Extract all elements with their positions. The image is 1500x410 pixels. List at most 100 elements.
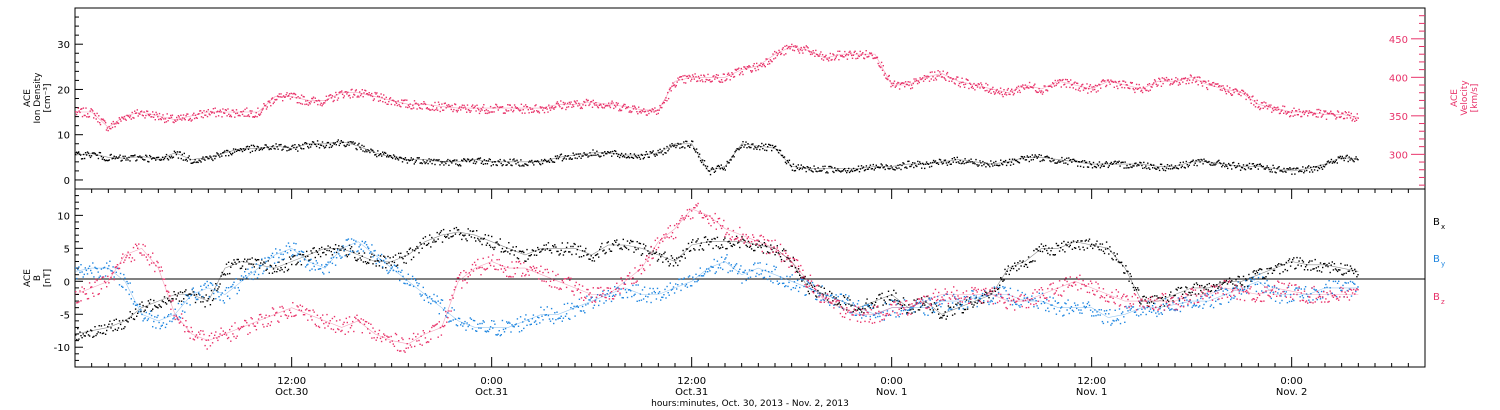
bx-series-point [497,243,499,245]
by-series-point [421,294,423,296]
bx-series-point [689,249,692,252]
by-series-point [154,316,156,318]
by-series-point [148,313,151,315]
velocity-series-point [917,80,920,82]
velocity-series-point [503,112,505,114]
bx-series-point [205,294,207,296]
by-series-point [535,323,538,325]
bx-series-point [837,303,839,305]
velocity-series-point [1047,85,1050,88]
density-series-point [966,161,968,163]
velocity-series-point [951,80,953,82]
density-series-point [236,149,239,151]
bx-series-point [866,298,868,300]
by-series-point [485,331,488,333]
by-series-point [600,294,602,296]
by-series-point [663,294,665,296]
density-series-point [1022,157,1025,160]
density-series-point [1197,159,1199,161]
velocity-series-point [816,54,819,56]
by-series-point [785,285,787,287]
velocity-series-point [1120,83,1122,86]
by-series-point [118,284,121,286]
velocity-series-point [245,115,247,117]
bx-series-point [1139,302,1141,304]
velocity-series-point [818,55,820,57]
by-series-point [641,289,644,291]
bx-series-point [499,238,501,240]
bx-series-point [411,249,414,251]
bx-series-point [822,294,824,296]
by-series-point [375,262,377,265]
by-series-point [575,305,577,308]
by-series-point [213,292,215,295]
density-series-point [352,141,354,143]
by-series-point [824,297,827,299]
velocity-series-point [1261,102,1264,104]
density-series-point [702,164,705,166]
by-series-point [688,275,691,277]
density-series-point [701,159,704,161]
bx-series-point [1181,293,1184,295]
density-series-point [616,152,618,155]
density-series-point [260,147,262,149]
by-series-point [206,280,208,283]
by-series-point [333,251,336,254]
bx-series-point [896,299,898,302]
density-series-point [443,164,445,166]
density-series-point [515,163,517,165]
velocity-series-point [571,106,573,108]
density-series-point [439,164,441,166]
density-series-point [957,161,959,163]
density-series-point [711,167,714,169]
density-series-point [1023,156,1026,158]
density-series-point [120,160,122,162]
density-series-point [239,148,242,150]
by-series-point [265,260,267,263]
density-series-point [656,154,658,156]
velocity-series-point [1062,78,1064,81]
bx-series-point [836,303,838,306]
velocity-series-point [1305,110,1307,112]
bx-series-point [947,305,950,307]
bx-series-point [1195,282,1198,284]
bx-series-point [165,303,168,305]
by-series-point [364,241,367,243]
velocity-series-point [1277,108,1280,111]
velocity-series-point [315,100,317,102]
velocity-series-point [1035,91,1038,93]
by-series-point [758,273,760,276]
bx-series-point [1164,296,1167,298]
density-series-point [190,162,192,164]
bx-series-point [692,239,694,241]
by-series-point [433,293,435,296]
bx-series-point [1086,247,1089,249]
velocity-series-point [832,53,834,55]
velocity-series-point [869,52,871,54]
density-series-point [790,165,793,168]
bx-series-point [858,308,861,310]
velocity-series-point [1245,98,1247,101]
density-series-point [901,164,903,167]
velocity-series-point [288,94,290,97]
velocity-series-point [557,102,559,105]
velocity-series-point [252,116,254,118]
density-series-point [509,158,511,161]
density-series-point [1227,167,1229,170]
density-series-point [831,166,833,169]
by-series-point [678,278,680,281]
density-series-point [704,165,707,167]
density-series-point [747,143,749,145]
density-series-point [619,154,622,157]
density-series-point [109,154,111,156]
by-series-point [430,302,432,305]
velocity-series-point [1115,81,1117,83]
bx-series-point [1000,277,1002,279]
bx-series-point [133,318,136,321]
velocity-series-point [1230,94,1233,96]
velocity-series-point [1046,89,1048,91]
bx-series-point [270,265,273,267]
velocity-series-point [199,110,201,112]
bx-series-point [910,308,912,311]
by-series-point [476,330,478,332]
